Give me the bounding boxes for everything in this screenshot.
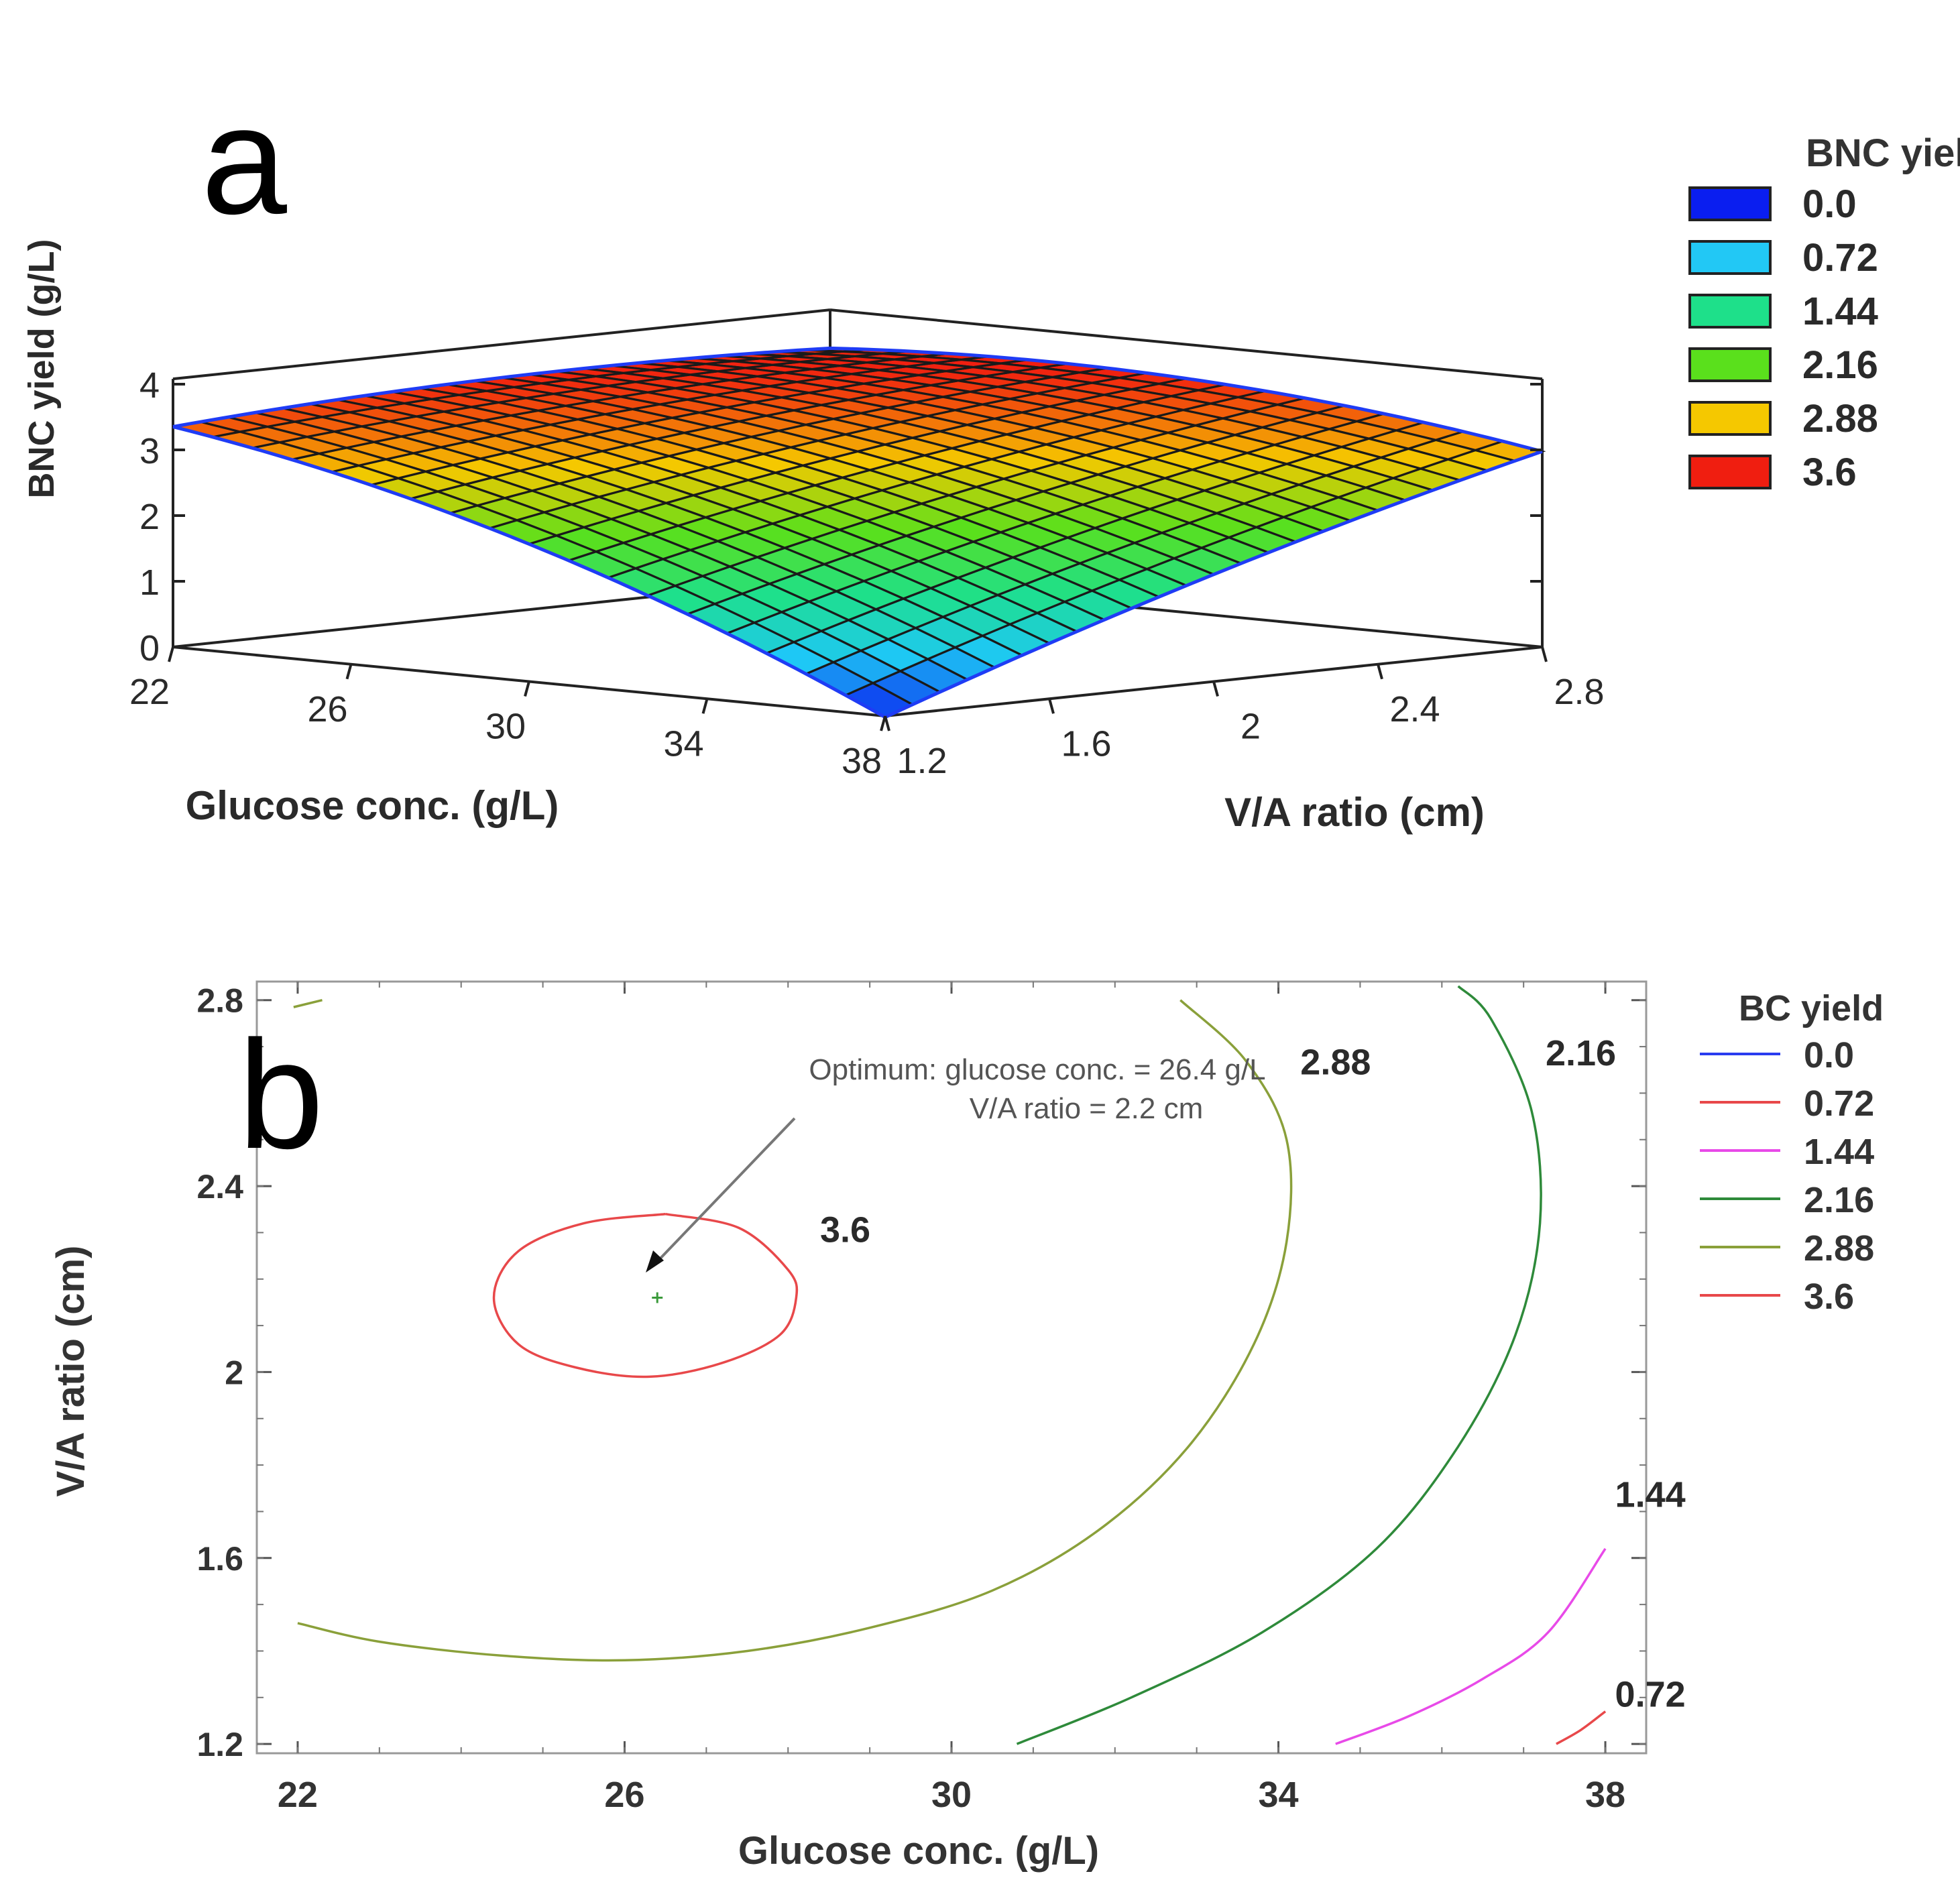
legend-a-swatch [1688, 240, 1772, 275]
optimum-annotation-line1: Optimum: glucose conc. = 26.4 g/L [809, 1053, 1265, 1086]
z-tick-label: 1 [139, 563, 160, 603]
z-tick-label: 2 [139, 497, 160, 537]
legend-b-label: 0.72 [1804, 1083, 1874, 1124]
contour-line [1016, 985, 1542, 1745]
panel-b-ticks: 22 26 30 34 38 1.2 1.6 2 2.4 2.8 [196, 982, 1646, 1815]
z-tick-label: 3 [139, 431, 160, 471]
b-y-tick-label: 2.8 [196, 982, 243, 1020]
legend-a-swatch [1688, 347, 1772, 382]
legend-a-label: 0.72 [1802, 236, 1878, 280]
optimum-arrowhead [646, 1250, 664, 1273]
legend-a-label: 3.6 [1802, 451, 1857, 494]
y-axis-title: V/A ratio (cm) [1224, 790, 1485, 835]
b-x-tick-label: 34 [1258, 1775, 1298, 1815]
legend-a-label: 1.44 [1802, 290, 1878, 333]
surface-edge [829, 346, 1543, 453]
x-axis-title: Glucose conc. (g/L) [186, 783, 559, 828]
legend-a-swatch [1688, 186, 1772, 221]
optimum-annotation-line2: V/A ratio = 2.2 cm [970, 1092, 1204, 1125]
optimum-arrow [653, 1117, 796, 1266]
contour-label: 3.6 [820, 1210, 870, 1250]
b-y-tick-label: 1.6 [196, 1540, 243, 1578]
contour-label: 2.16 [1546, 1033, 1616, 1073]
b-y-tick-label: 2.4 [196, 1168, 243, 1205]
panel-b: 22 26 30 34 38 1.2 1.6 2 2.4 2.8 b 3.6 2.88 2.16 1.4… [49, 980, 1884, 1873]
contour-line [1556, 1710, 1607, 1745]
z-tick-label: 4 [139, 365, 160, 406]
x-tick-label: 38 [842, 741, 882, 781]
legend-a: BNC yield 0.0 0.72 1.44 2.16 2.88 3.6 [1688, 131, 1960, 494]
contour-line [293, 999, 323, 1008]
contour-label: 2.88 [1300, 1043, 1371, 1083]
surface-edge [884, 449, 1543, 719]
legend-b-label: 3.6 [1804, 1277, 1854, 1317]
legend-a-label: 2.16 [1802, 343, 1878, 387]
b-x-axis-title: Glucose conc. (g/L) [738, 1829, 1099, 1873]
contour-lines [293, 985, 1607, 1745]
contour-line [1335, 1547, 1607, 1745]
legend-a-label: 0.0 [1802, 182, 1857, 226]
z-tick-label: 0 [139, 628, 160, 668]
legend-a-title: BNC yield [1806, 131, 1960, 175]
contour-label: 0.72 [1615, 1675, 1686, 1715]
legend-b-label: 2.16 [1804, 1180, 1874, 1220]
x-tick-label: 34 [663, 723, 703, 764]
legend-b-title: BC yield [1739, 988, 1884, 1028]
y-tick-label: 1.6 [1061, 723, 1111, 764]
panel-label-b: b [238, 1008, 324, 1181]
b-y-axis-title: V/A ratio (cm) [49, 1246, 93, 1497]
x-tick-label: 30 [485, 707, 526, 747]
legend-a-label: 2.88 [1802, 397, 1878, 440]
surface-edge [172, 346, 831, 428]
b-y-tick-label: 1.2 [196, 1726, 243, 1763]
surface-edge [172, 425, 886, 719]
b-x-tick-label: 38 [1585, 1775, 1625, 1815]
legend-b-label: 1.44 [1804, 1132, 1874, 1172]
response-surface [172, 346, 1546, 719]
optimum-point-marker [652, 1292, 663, 1303]
legend-a-swatch [1688, 294, 1772, 329]
legend-b: BC yield 0.0 0.72 1.44 2.16 2.88 3.6 [1700, 988, 1884, 1317]
b-x-tick-label: 22 [278, 1775, 318, 1815]
legend-b-label: 0.0 [1804, 1035, 1854, 1075]
b-y-tick-label: 2 [225, 1354, 243, 1391]
optimum-annotation: Optimum: glucose conc. = 26.4 g/L V/A ra… [646, 1053, 1266, 1303]
legend-b-label: 2.88 [1804, 1228, 1874, 1269]
y-tick-label: 1.2 [897, 741, 947, 781]
plot-frame [255, 980, 1648, 1755]
legend-a-swatch [1688, 455, 1772, 489]
contour-line [297, 999, 1293, 1662]
y-tick-label: 2.4 [1389, 689, 1440, 729]
legend-a-swatch [1688, 401, 1772, 436]
y-tick-label: 2 [1241, 707, 1261, 747]
contour-labels: 3.6 2.88 2.16 1.44 0.72 [820, 1033, 1686, 1715]
panel-label-a: a [201, 74, 287, 246]
z-axis-title: BNC yield (g/L) [21, 239, 62, 499]
b-x-tick-label: 30 [931, 1775, 972, 1815]
b-x-tick-label: 26 [604, 1775, 644, 1815]
y-tick-label: 2.8 [1554, 672, 1604, 712]
contour-label: 1.44 [1615, 1475, 1686, 1515]
x-tick-label: 22 [129, 672, 170, 712]
contour-line [492, 1212, 799, 1378]
x-tick-label: 26 [307, 689, 347, 729]
